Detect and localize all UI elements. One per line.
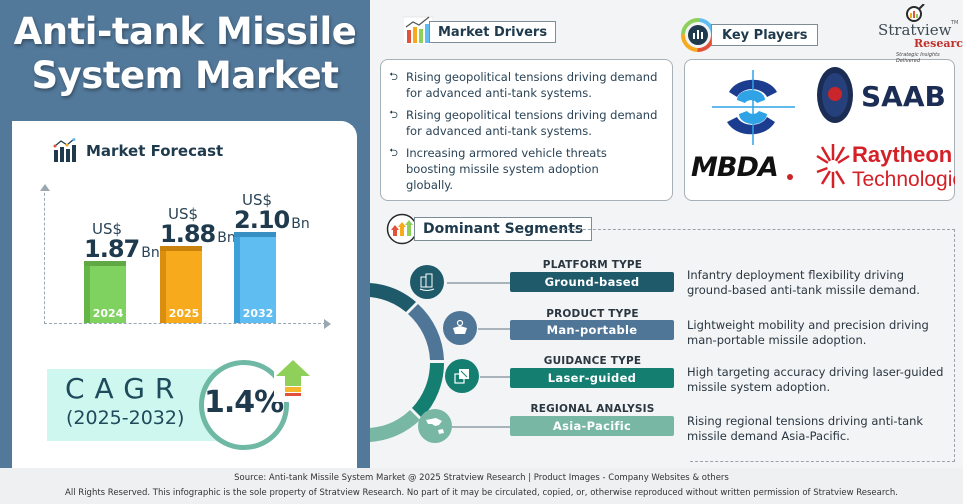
chart-y-axis	[44, 188, 45, 324]
segment-type-label: PLATFORM TYPE	[542, 259, 643, 271]
market-drivers-header: Market Drivers	[403, 15, 557, 45]
driver-text: Rising geopolitical tensions driving dem…	[406, 70, 658, 100]
y-axis-arrow-icon	[40, 184, 50, 191]
bar-year-label: 2025	[168, 307, 200, 320]
segment-value-badge: Man-portable	[510, 320, 674, 340]
company-emblem-logo	[712, 70, 795, 145]
segment-description: Lightweight mobility and precision drivi…	[687, 318, 929, 347]
bar-value-2025: US$ 1.88 Bn	[160, 205, 236, 248]
bar-year-label: 2024	[92, 307, 124, 320]
raytheon-logo: Raytheon Technologies	[816, 142, 955, 191]
divider	[690, 461, 955, 462]
segment-icon-circle	[443, 311, 477, 345]
growth-bars-icon	[403, 16, 433, 45]
x-axis-arrow-icon	[324, 319, 331, 329]
currency-label: US$	[92, 220, 123, 238]
market-drivers-card: ⮌ Rising geopolitical tensions driving d…	[380, 59, 673, 201]
driver-item: ⮌ Rising geopolitical tensions driving d…	[381, 107, 671, 139]
svg-text:SAAB: SAAB	[861, 80, 946, 113]
asia-map-icon	[426, 418, 444, 434]
buildings-gear-icon	[419, 273, 435, 291]
key-players-card: SAAB MBDA Raytheon Technologies	[684, 59, 955, 201]
connector-line	[480, 376, 510, 378]
svg-text:MBDA: MBDA	[691, 152, 778, 182]
bar-2024: 2024	[84, 261, 126, 323]
page-title: Anti-tank Missile System Market	[0, 10, 370, 98]
market-drivers-label: Market Drivers	[429, 21, 557, 43]
circular-arrow-icon: ⮌	[389, 108, 398, 121]
brand-sub: Research	[914, 37, 963, 50]
stratview-logo: Stratview TM Research Strategic Insights…	[868, 4, 963, 64]
bar-value-number: 1.88	[160, 220, 216, 248]
magnifier-chart-icon	[906, 4, 925, 22]
segment-description: Infantry deployment flexibility driving …	[687, 268, 920, 297]
segment-description: Rising regional tensions driving anti-ta…	[687, 414, 924, 443]
currency-label: US$	[168, 205, 199, 223]
up-arrows-icon	[386, 213, 418, 245]
market-forecast-header: Market Forecast	[52, 137, 223, 165]
segment-icon-circle	[410, 265, 444, 299]
footer	[0, 468, 963, 504]
driver-text: Rising geopolitical tensions driving dem…	[406, 108, 658, 138]
chart-x-axis	[44, 323, 326, 324]
circular-arrow-icon: ⮌	[389, 70, 398, 83]
saab-logo: SAAB	[817, 67, 946, 123]
layers-icon	[454, 369, 469, 384]
cagr-label: CAGR	[65, 372, 185, 405]
bar-year-label: 2032	[242, 307, 274, 320]
bar-value-2032: US$ 2.10 Bn	[234, 191, 310, 234]
segment-type-label: PRODUCT TYPE	[546, 308, 639, 320]
connector-line	[447, 282, 510, 284]
svg-text:Raytheon: Raytheon	[852, 142, 952, 167]
up-arrow-icon	[274, 358, 312, 402]
dominant-segments-header: Dominant Segments	[386, 213, 593, 245]
segment-value-badge: Ground-based	[510, 272, 674, 292]
divider	[954, 229, 955, 462]
divider	[558, 229, 955, 230]
title-line-2: System Market	[31, 54, 339, 97]
segment-arc	[370, 283, 444, 442]
segment-description: High targeting accuracy driving laser-gu…	[687, 365, 944, 394]
bar-value-unit: Bn	[291, 216, 310, 232]
key-players-header: Key Players	[681, 18, 819, 52]
footer-source: Source: Anti-tank Missile System Market …	[234, 473, 729, 483]
cagr-period: (2025-2032)	[66, 407, 185, 429]
bar-2032: 2032	[234, 232, 276, 323]
bar-value-unit: Bn	[217, 230, 236, 246]
brand-name: Stratview	[878, 21, 952, 39]
brand-tm: TM	[951, 20, 959, 26]
segment-icon-circle	[418, 409, 452, 443]
box-gear-icon	[453, 319, 467, 334]
segment-value-badge: Asia-Pacific	[510, 416, 674, 436]
key-players-label: Key Players	[711, 24, 819, 46]
dominant-segments-label: Dominant Segments	[414, 217, 593, 241]
segment-icon-circle	[445, 359, 479, 393]
connector-line	[478, 328, 510, 330]
segment-type-label: GUIDANCE TYPE	[543, 355, 642, 367]
cagr-value: 1.4%	[204, 385, 284, 420]
brand-tagline: Strategic Insights Delivered	[896, 52, 940, 64]
segment-type-label: REGIONAL ANALYSIS	[530, 403, 655, 415]
circular-arrow-icon: ⮌	[389, 146, 398, 159]
bar-value-number: 2.10	[234, 206, 290, 234]
currency-label: US$	[242, 191, 273, 209]
bar-chart-trend-icon	[53, 138, 76, 162]
segment-value-badge: Laser-guided	[510, 368, 674, 388]
market-forecast-label: Market Forecast	[86, 142, 224, 160]
title-line-1: Anti-tank Missile	[13, 10, 357, 53]
driver-item: ⮌ Increasing armored vehicle threats boo…	[381, 145, 621, 193]
bar-2025: 2025	[160, 246, 202, 323]
driver-item: ⮌ Rising geopolitical tensions driving d…	[381, 69, 671, 101]
bar-value-2024: US$ 1.87 Bn	[84, 220, 160, 263]
mbda-logo: MBDA	[691, 152, 793, 182]
connector-line	[452, 426, 510, 428]
bar-value-number: 1.87	[84, 235, 140, 263]
pie-chart-icon	[681, 18, 715, 52]
svg-text:Technologies: Technologies	[852, 168, 955, 191]
bar-value-unit: Bn	[141, 245, 160, 261]
driver-text: Increasing armored vehicle threats boost…	[406, 146, 607, 192]
footer-rights: All Rights Reserved. This infographic is…	[65, 488, 898, 498]
